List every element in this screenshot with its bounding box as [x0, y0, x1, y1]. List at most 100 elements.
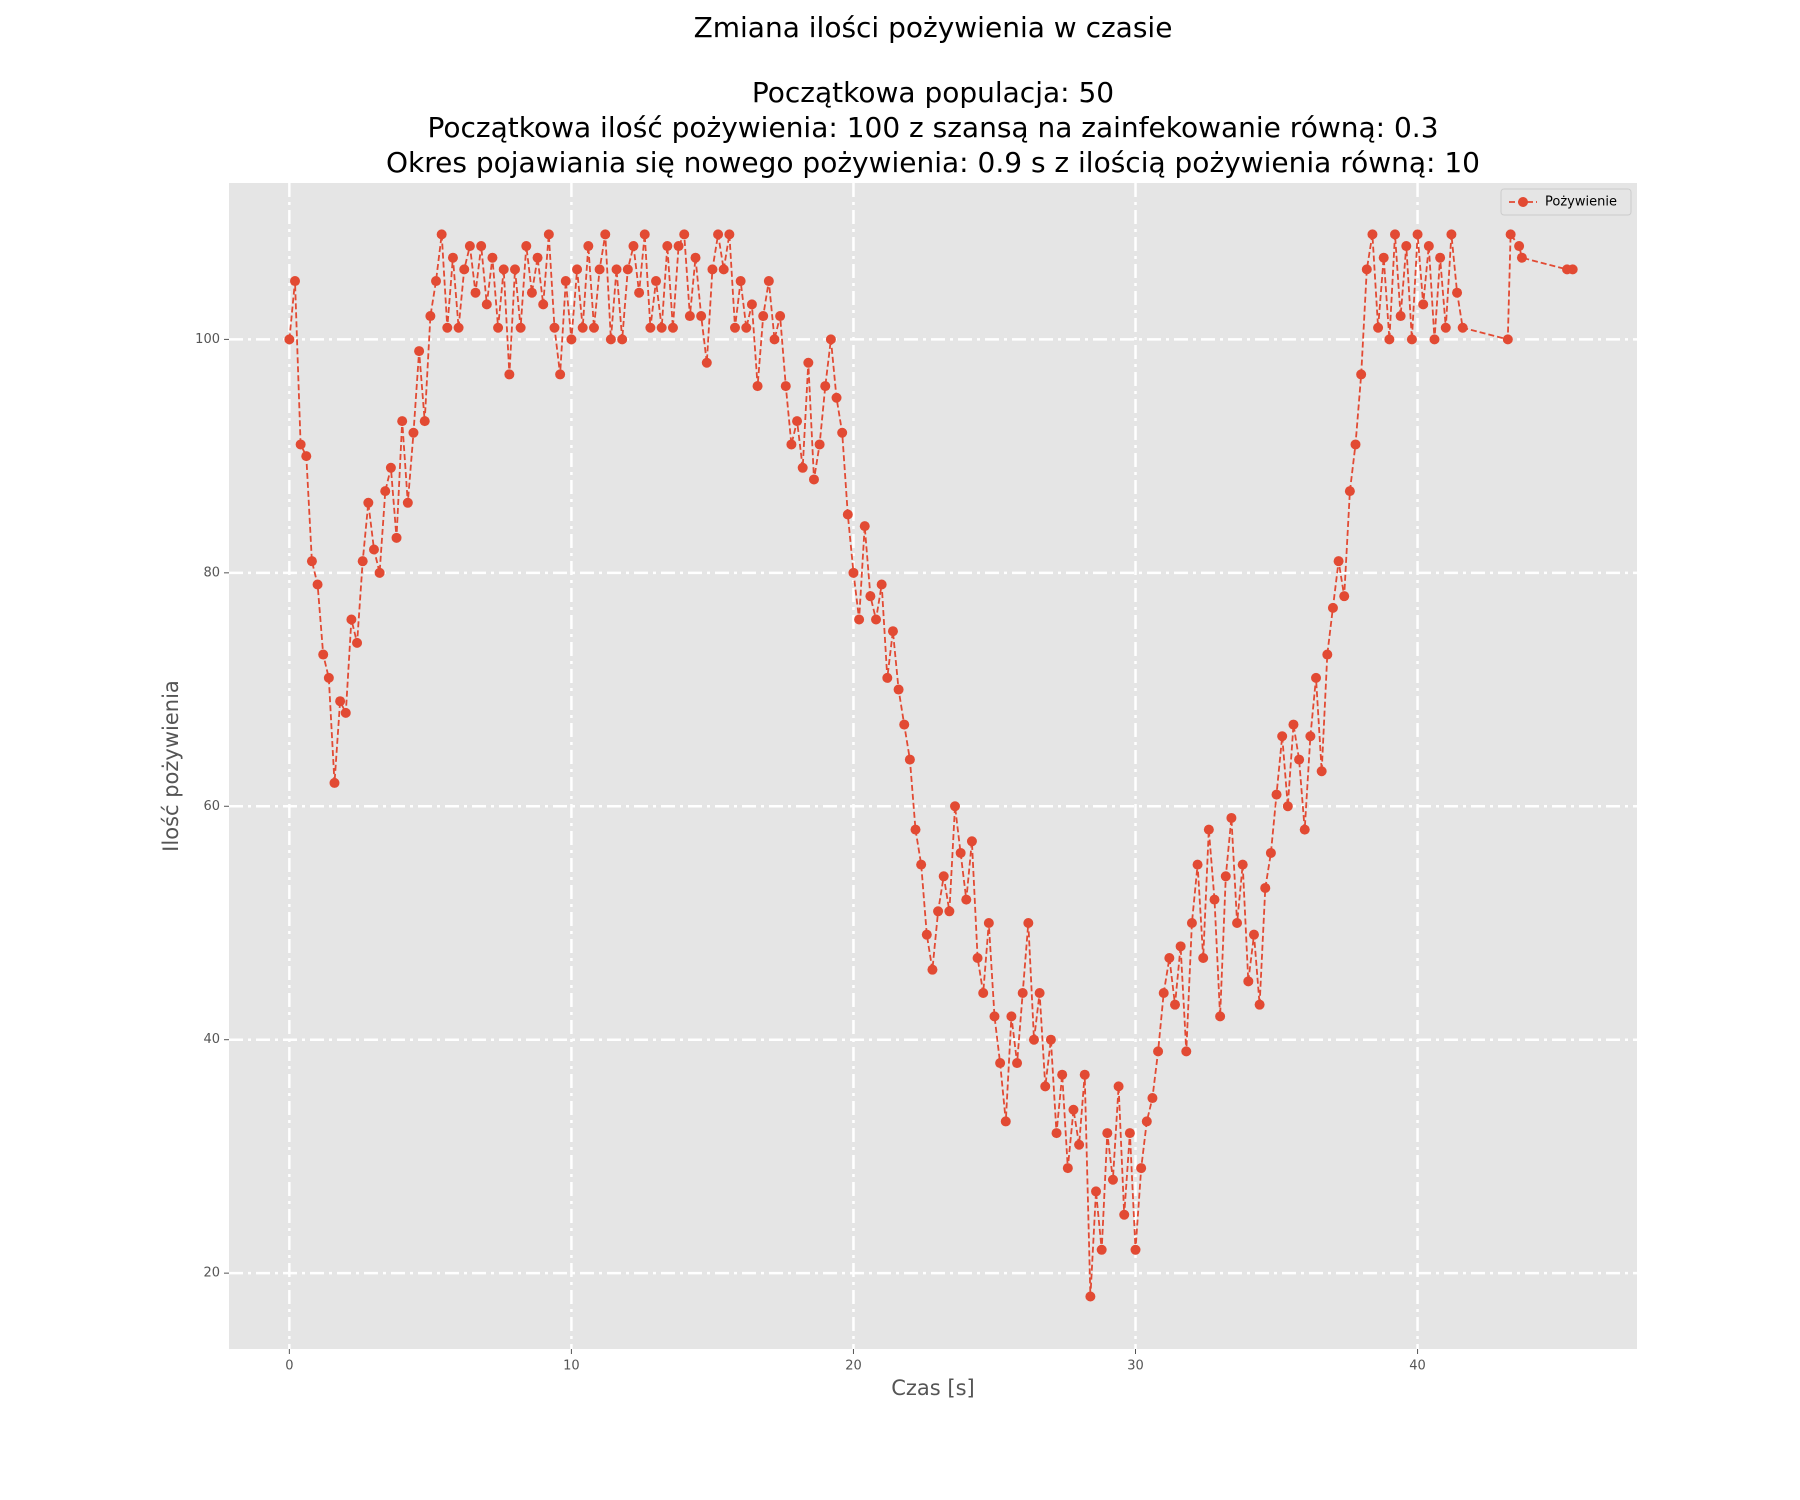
y-tick-label: 40 [203, 1032, 220, 1047]
data-point [628, 241, 639, 252]
data-point [301, 451, 312, 462]
data-point [684, 311, 695, 322]
data-point [577, 322, 588, 333]
data-point [1153, 1046, 1164, 1057]
data-point [1373, 322, 1384, 333]
data-point [887, 626, 898, 637]
data-point [803, 357, 814, 368]
data-point [1040, 1081, 1051, 1092]
data-point [792, 416, 803, 427]
data-point [346, 614, 357, 625]
data-point [1023, 917, 1034, 928]
data-point [1452, 287, 1463, 298]
data-point [820, 381, 831, 392]
data-point [1175, 941, 1186, 952]
data-point [1102, 1128, 1113, 1139]
data-point [1401, 241, 1412, 252]
data-point [882, 672, 893, 683]
data-point [323, 672, 334, 683]
data-point [1198, 952, 1209, 963]
data-point [696, 311, 707, 322]
data-point [1203, 824, 1214, 835]
data-point [645, 322, 656, 333]
data-point [1305, 731, 1316, 742]
data-point [859, 521, 870, 532]
data-point [476, 241, 487, 252]
data-point [1271, 789, 1282, 800]
data-point [1322, 649, 1333, 660]
data-point [1412, 229, 1423, 240]
subtitle: Początkowa populacja: 50 [752, 76, 1114, 109]
data-point [549, 322, 560, 333]
data-point [611, 264, 622, 275]
data-point [1311, 672, 1322, 683]
data-point [1209, 894, 1220, 905]
data-point [944, 906, 955, 917]
data-point [1339, 591, 1350, 602]
data-point [594, 264, 605, 275]
data-point [487, 252, 498, 263]
x-tick-label: 40 [1409, 1359, 1426, 1374]
data-point [1237, 859, 1248, 870]
data-point [1079, 1069, 1090, 1080]
data-point [679, 229, 690, 240]
data-point [1130, 1244, 1141, 1255]
data-point [995, 1058, 1006, 1069]
data-point [707, 264, 718, 275]
data-point [1045, 1034, 1056, 1045]
data-point [521, 241, 532, 252]
data-point [1514, 241, 1525, 252]
data-point [588, 322, 599, 333]
data-point [498, 264, 509, 275]
data-point [865, 591, 876, 602]
data-point [1192, 859, 1203, 870]
plot-area [229, 183, 1637, 1349]
data-point [442, 322, 453, 333]
data-point [927, 964, 938, 975]
data-point [1316, 766, 1327, 777]
data-point [1107, 1174, 1118, 1185]
y-axis-label: Ilość pożywienia [159, 680, 183, 852]
data-point [854, 614, 865, 625]
data-point [763, 276, 774, 287]
data-point [1333, 556, 1344, 567]
data-point [950, 801, 960, 812]
data-point [335, 696, 346, 707]
data-point [1017, 988, 1028, 999]
data-point [600, 229, 611, 240]
data-point [724, 229, 735, 240]
data-point [538, 299, 549, 310]
data-point [797, 462, 808, 473]
data-point [374, 567, 385, 578]
data-point [1181, 1046, 1192, 1057]
data-point [1158, 988, 1169, 999]
data-line [288, 230, 1573, 1297]
data-point [605, 334, 616, 345]
data-point [673, 241, 684, 252]
data-point [1164, 952, 1175, 963]
data-point [808, 474, 819, 485]
data-point [425, 311, 436, 322]
data-point [1091, 1186, 1102, 1197]
data-point [1446, 229, 1457, 240]
data-point [431, 276, 442, 287]
data-point [312, 579, 323, 590]
data-point [662, 241, 673, 252]
data-point [357, 556, 368, 567]
data-point [402, 497, 413, 508]
data-point [1344, 486, 1355, 497]
data-point [1096, 1244, 1107, 1255]
data-point [1516, 252, 1527, 263]
data-point [961, 894, 972, 905]
chart-title: Zmiana ilości pożywienia w czasie [694, 11, 1173, 44]
data-point [1265, 847, 1276, 858]
data-point [978, 988, 989, 999]
y-tick-label: 100 [195, 332, 220, 347]
data-point [391, 532, 402, 543]
data-point [1147, 1093, 1158, 1104]
data-point [1074, 1139, 1085, 1150]
data-point [904, 754, 915, 765]
data-point [380, 486, 391, 497]
data-point [306, 556, 317, 567]
data-point [916, 859, 927, 870]
